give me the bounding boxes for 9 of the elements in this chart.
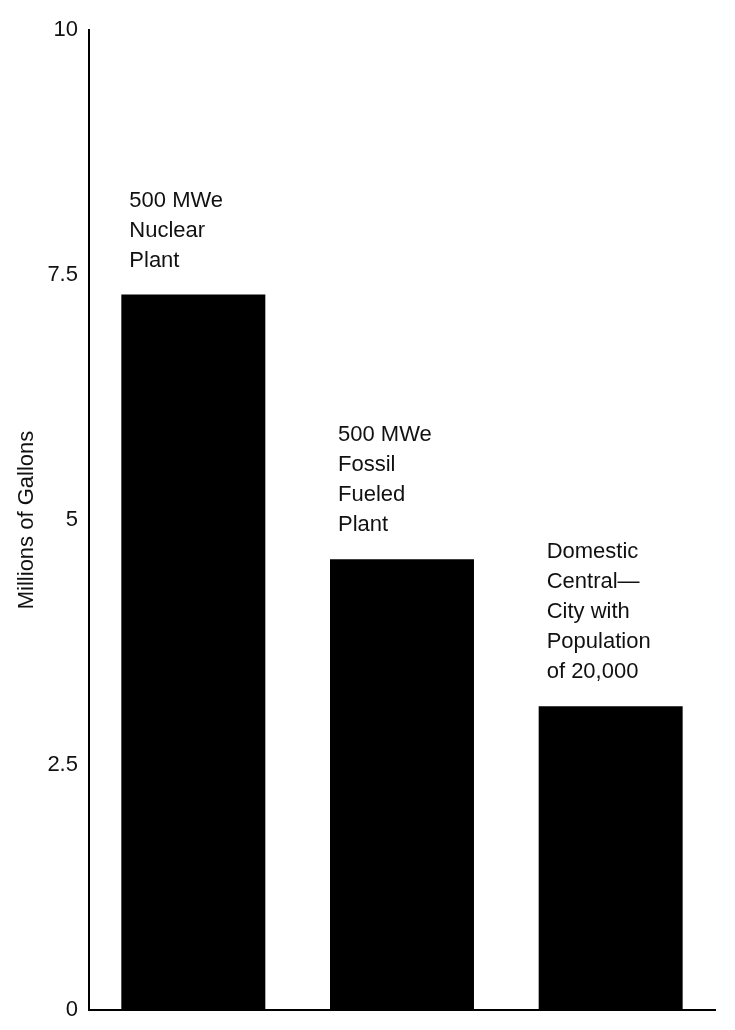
y-tick-label: 7.5 xyxy=(47,261,78,287)
x-tick-label: Domestic Central— City with Population of 20,000 xyxy=(546,538,651,684)
y-tick-label: 0 xyxy=(65,996,78,1022)
y-tick-label: 5 xyxy=(65,506,78,532)
y-axis-title: Millions of Gallons xyxy=(13,430,39,610)
x-tick-label: 500 MWe Fossil Fueled Plant xyxy=(338,421,432,537)
y-tick-label: 2.5 xyxy=(47,751,78,777)
x-tick-label: 500 MWe Nuclear Plant xyxy=(129,186,224,272)
y-tick-label: 10 xyxy=(53,16,78,42)
